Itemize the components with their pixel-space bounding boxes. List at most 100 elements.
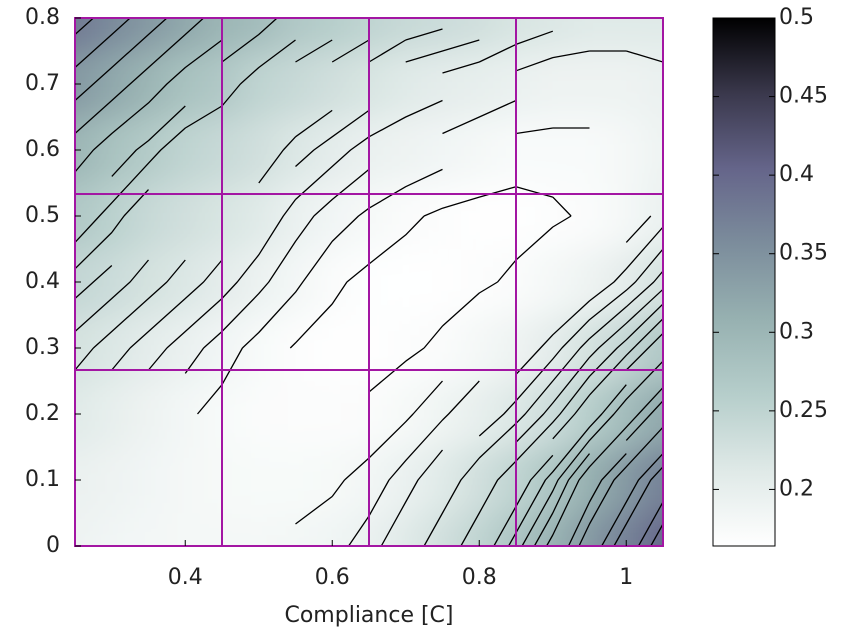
cell bbox=[387, 51, 425, 118]
cell bbox=[313, 381, 352, 448]
colorbar-tick-label: 0.4 bbox=[779, 162, 814, 187]
cell bbox=[130, 18, 168, 52]
cell bbox=[571, 183, 609, 250]
y-tick-label: 0.7 bbox=[25, 71, 60, 96]
contour-line bbox=[148, 50, 663, 546]
cell bbox=[75, 183, 94, 250]
cell bbox=[424, 249, 462, 316]
cell bbox=[240, 249, 278, 316]
x-tick-label: 1 bbox=[619, 565, 633, 590]
cell bbox=[277, 381, 315, 448]
cell bbox=[571, 117, 609, 184]
cell bbox=[313, 51, 352, 118]
cell bbox=[644, 51, 663, 118]
cell bbox=[387, 447, 425, 514]
cell bbox=[424, 18, 462, 52]
cell bbox=[387, 513, 425, 546]
contour-line bbox=[567, 453, 627, 546]
contour-line bbox=[75, 18, 94, 35]
cell bbox=[75, 447, 94, 514]
cell bbox=[460, 249, 499, 316]
cell bbox=[240, 183, 278, 250]
contour-line bbox=[650, 523, 663, 546]
cell bbox=[93, 18, 131, 52]
x-tick-label: 0.6 bbox=[315, 565, 350, 590]
cell bbox=[534, 249, 572, 316]
cell bbox=[460, 381, 499, 448]
cell bbox=[93, 249, 131, 316]
contour-line bbox=[111, 105, 627, 546]
cell bbox=[166, 183, 205, 250]
cell bbox=[607, 315, 646, 382]
colorbar bbox=[712, 17, 776, 547]
contour-line bbox=[221, 18, 663, 546]
y-tick-label: 0.1 bbox=[25, 467, 60, 492]
cell bbox=[277, 315, 315, 382]
cell bbox=[130, 447, 168, 514]
contour-line bbox=[75, 39, 663, 546]
cell bbox=[571, 51, 609, 118]
cell bbox=[166, 18, 205, 52]
cell bbox=[277, 447, 315, 514]
cell bbox=[313, 183, 352, 250]
cell bbox=[460, 18, 499, 52]
cell bbox=[240, 117, 278, 184]
cell bbox=[240, 315, 278, 382]
cell bbox=[130, 513, 168, 546]
cell bbox=[387, 183, 425, 250]
cell bbox=[313, 18, 352, 52]
contour-line bbox=[546, 387, 663, 546]
colorbar-tick-label: 0.5 bbox=[779, 5, 814, 30]
y-tick-label: 0.3 bbox=[25, 335, 60, 360]
contour-line bbox=[75, 39, 663, 546]
y-tick-label: 0.8 bbox=[25, 5, 60, 30]
cell bbox=[460, 315, 499, 382]
contour-line bbox=[75, 18, 663, 546]
cell bbox=[93, 315, 131, 382]
cell bbox=[607, 183, 646, 250]
cell bbox=[75, 51, 94, 118]
x-axis-label: Compliance [C] bbox=[284, 603, 453, 628]
cell bbox=[240, 51, 278, 118]
contour-line bbox=[111, 30, 663, 437]
cell bbox=[607, 51, 646, 118]
y-tick-label: 0.4 bbox=[25, 269, 60, 294]
y-tick-label: 0.5 bbox=[25, 203, 60, 228]
cell bbox=[240, 513, 278, 546]
cell bbox=[534, 18, 572, 52]
cell bbox=[130, 381, 168, 448]
cell bbox=[607, 18, 646, 52]
cell bbox=[424, 381, 462, 448]
colorbar-tick-label: 0.3 bbox=[779, 319, 814, 344]
y-tick-label: 0 bbox=[46, 533, 60, 558]
cell bbox=[130, 249, 168, 316]
cell bbox=[93, 447, 131, 514]
cell bbox=[130, 183, 168, 250]
cell bbox=[534, 51, 572, 118]
cell bbox=[607, 117, 646, 184]
cell bbox=[387, 249, 425, 316]
contour-line bbox=[75, 28, 663, 443]
cell bbox=[166, 381, 205, 448]
colorbar-tick-label: 0.35 bbox=[779, 241, 828, 266]
contour-line bbox=[75, 39, 663, 440]
x-tick-label: 0.8 bbox=[462, 565, 497, 590]
contours bbox=[75, 18, 663, 546]
cell bbox=[277, 513, 315, 546]
cell bbox=[313, 447, 352, 514]
cell bbox=[277, 18, 315, 52]
cell bbox=[644, 381, 663, 448]
colorbar-tick-label: 0.2 bbox=[779, 476, 814, 501]
cell bbox=[387, 381, 425, 448]
contour-line bbox=[184, 99, 652, 546]
cell bbox=[644, 447, 663, 514]
cell bbox=[166, 249, 205, 316]
cell bbox=[75, 18, 94, 52]
contour-line bbox=[637, 501, 663, 546]
cell bbox=[240, 447, 278, 514]
contour-line bbox=[75, 39, 591, 546]
cell bbox=[93, 51, 131, 118]
y-tick-label: 0.2 bbox=[25, 401, 60, 426]
y-tick-label: 0.6 bbox=[25, 137, 60, 162]
cell bbox=[277, 51, 315, 118]
